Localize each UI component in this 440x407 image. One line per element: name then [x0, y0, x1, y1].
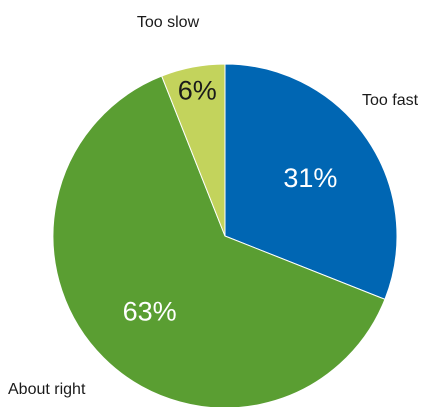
category-label-too-slow: Too slow: [137, 14, 200, 31]
pie-value-labels: 31% 63% 6%: [123, 76, 338, 327]
value-label-too-fast: 31%: [283, 163, 337, 193]
category-label-about-right: About right: [8, 381, 86, 398]
pie-slice-too-fast: [224, 63, 398, 300]
pie-slice-about-right: [52, 75, 386, 407]
value-label-about-right: 63%: [123, 296, 177, 326]
category-label-too-fast: Too fast: [362, 92, 419, 109]
value-label-too-slow: 6%: [178, 76, 217, 106]
pie-slices: [52, 63, 398, 407]
pie-category-labels: Too fast About right Too slow: [8, 14, 419, 398]
pie-slice-too-slow: [161, 63, 226, 237]
